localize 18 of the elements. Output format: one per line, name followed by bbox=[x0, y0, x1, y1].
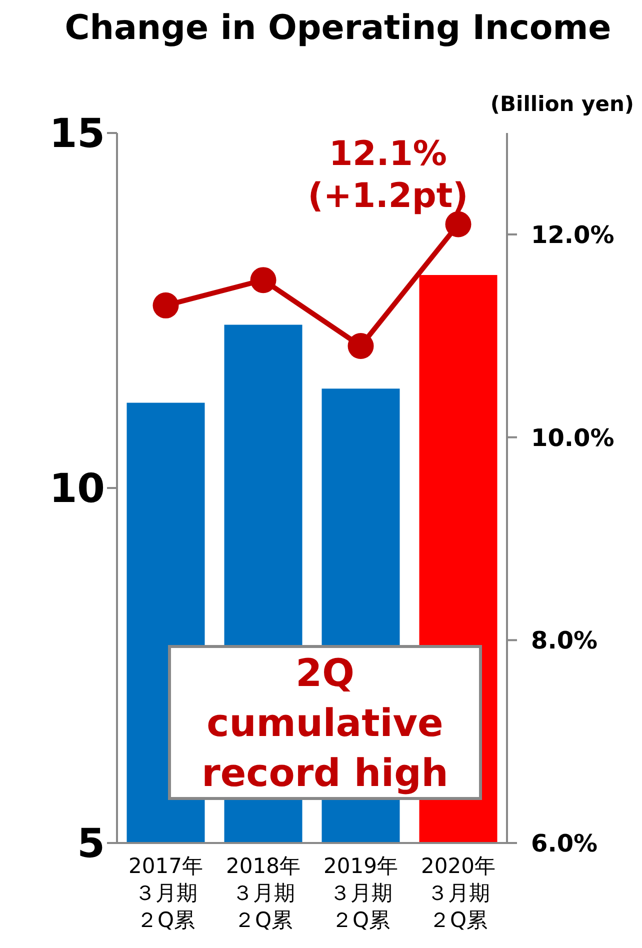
point bbox=[250, 267, 276, 294]
point bbox=[348, 333, 374, 359]
annotation: 2Q cumulative record high bbox=[168, 645, 482, 800]
y-tick-label: 5 bbox=[77, 821, 105, 868]
y2-tick-label: 8.0% bbox=[531, 626, 598, 655]
x-tick-label: 2020年３月期２Q累 bbox=[420, 853, 496, 934]
y-tick-label: 10 bbox=[49, 466, 105, 512]
y-tick-label: 15 bbox=[49, 111, 105, 158]
x-tick-label: 2019年３月期２Q累 bbox=[322, 853, 399, 934]
annotation: 12.1% (+1.2pt) bbox=[306, 133, 470, 217]
y2-tick-label: 10.0% bbox=[531, 424, 614, 452]
y2-tick-label: 6.0% bbox=[531, 830, 598, 858]
y2-axis-title: (Billion yen) bbox=[490, 92, 634, 116]
point bbox=[152, 292, 179, 318]
x-tick-label: 2018年３月期２Q累 bbox=[225, 853, 302, 934]
x-tick-label: 2017年３月期２Q累 bbox=[128, 853, 204, 934]
chart-title: Change in Operating Income bbox=[64, 8, 612, 48]
y2-tick-label: 12.0% bbox=[531, 220, 614, 249]
